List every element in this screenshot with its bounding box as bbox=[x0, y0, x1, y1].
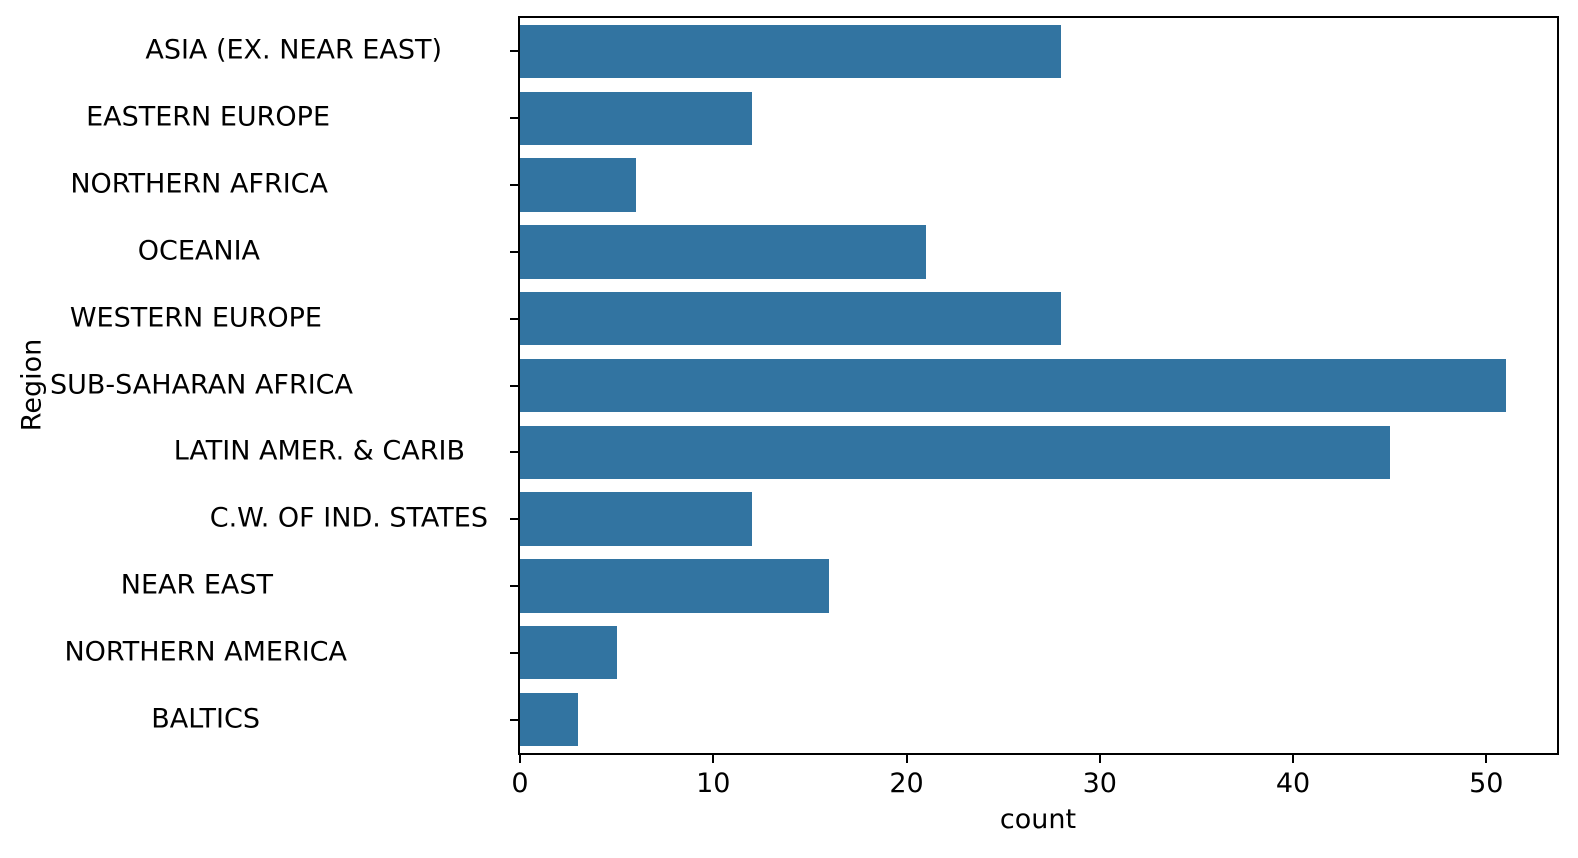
y-tick-mark bbox=[510, 250, 518, 253]
x-tick-label: 50 bbox=[1469, 768, 1504, 799]
y-tick-label: BALTICS bbox=[151, 703, 260, 735]
y-tick-mark bbox=[510, 651, 518, 654]
y-tick-label: WESTERN EUROPE bbox=[69, 302, 322, 334]
y-tick-label: NEAR EAST bbox=[120, 569, 273, 601]
y-tick-mark bbox=[510, 384, 518, 387]
bar-northern-america bbox=[520, 626, 617, 680]
bar-latin-amer-carib bbox=[520, 425, 1390, 480]
bar-oceania bbox=[520, 225, 926, 279]
x-tick-label: 20 bbox=[889, 768, 924, 799]
x-tick-mark bbox=[1485, 755, 1488, 763]
y-tick-mark bbox=[510, 317, 518, 320]
y-tick-label: OCEANIA bbox=[137, 235, 260, 267]
x-tick-mark bbox=[905, 755, 908, 763]
bar-eastern-europe bbox=[520, 91, 752, 145]
bar-near-east bbox=[520, 559, 830, 613]
y-axis-label: Region bbox=[16, 338, 48, 432]
y-tick-mark bbox=[510, 718, 518, 721]
bar-western-europe bbox=[520, 291, 1062, 346]
y-tick-mark bbox=[510, 451, 518, 454]
y-tick-mark bbox=[510, 184, 518, 187]
x-tick-mark bbox=[519, 755, 521, 763]
y-tick-label: SUB-SAHARAN AFRICA bbox=[49, 369, 353, 401]
y-tick-label: ASIA (EX. NEAR EAST) bbox=[145, 34, 442, 66]
y-tick-mark bbox=[510, 518, 518, 521]
bar-c-w-of-ind-states bbox=[520, 492, 752, 546]
x-tick-mark bbox=[1098, 755, 1101, 763]
y-tick-label: NORTHERN AMERICA bbox=[64, 636, 347, 668]
x-tick-mark bbox=[1292, 755, 1294, 763]
y-tick-label: EASTERN EUROPE bbox=[86, 101, 330, 133]
x-tick-label: 30 bbox=[1082, 768, 1117, 799]
y-tick-mark bbox=[510, 50, 518, 53]
x-tick-mark bbox=[712, 755, 715, 763]
y-tick-label: NORTHERN AFRICA bbox=[70, 168, 328, 200]
bar-asia-ex-near-east bbox=[520, 24, 1062, 79]
y-tick-mark bbox=[510, 584, 518, 587]
y-tick-label: LATIN AMER. & CARIB bbox=[173, 435, 465, 467]
x-axis-label: count bbox=[999, 804, 1077, 835]
x-tick-label: 10 bbox=[696, 768, 731, 799]
x-tick-label: 0 bbox=[511, 768, 529, 799]
bar-sub-saharan-africa bbox=[520, 358, 1506, 413]
y-tick-mark bbox=[510, 117, 518, 120]
bar-baltics bbox=[520, 692, 578, 747]
x-tick-label: 40 bbox=[1275, 768, 1311, 799]
bar-northern-africa bbox=[520, 158, 636, 212]
y-tick-label: C.W. OF IND. STATES bbox=[209, 502, 488, 534]
